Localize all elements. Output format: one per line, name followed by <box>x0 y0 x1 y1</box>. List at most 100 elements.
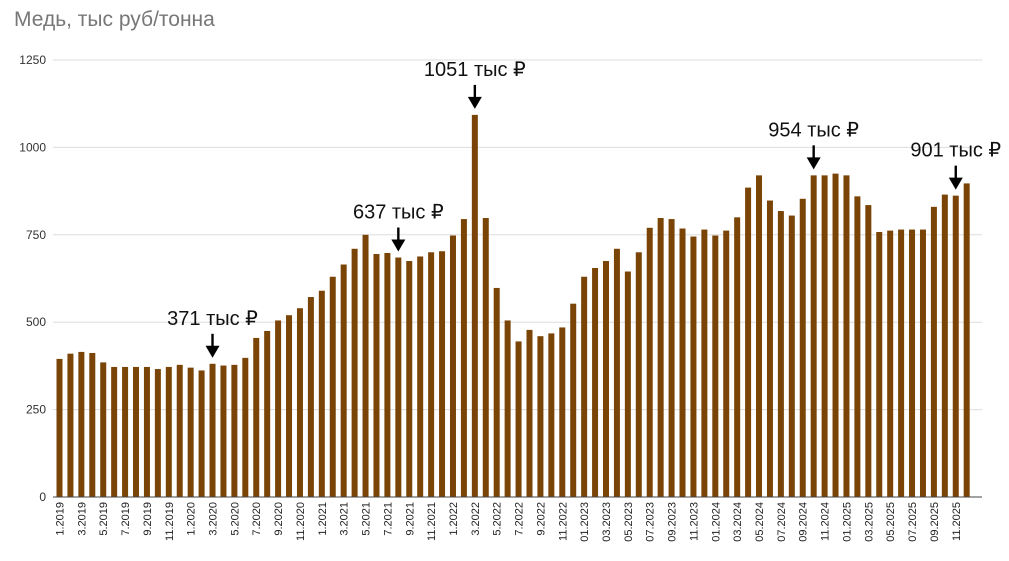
bar <box>701 229 708 497</box>
bar <box>471 114 478 497</box>
x-tick-label: 11.2024 <box>820 502 832 541</box>
bar <box>133 366 140 497</box>
x-tick-label: 7.2019 <box>120 502 132 536</box>
x-tick-label: 11.2019 <box>164 502 176 541</box>
bar <box>635 252 642 497</box>
bar <box>777 211 784 497</box>
x-tick-label: 11.2025 <box>951 502 963 541</box>
bar <box>930 206 937 497</box>
annotation-label: 371 тыс ₽ <box>167 308 258 330</box>
bar <box>362 234 369 498</box>
bar <box>537 336 544 497</box>
x-tick-label: 11.2022 <box>557 502 569 541</box>
y-tick-label: 0 <box>39 490 46 504</box>
x-tick-label: 01.2024 <box>710 502 722 542</box>
bar <box>756 175 763 498</box>
x-axis-tick-labels: 1.2019 3.2019 5.2019 7.2019 9.2019 11.2019 1.2… <box>55 502 963 542</box>
bar <box>351 248 358 497</box>
x-tick-label: 3.2021 <box>339 502 351 536</box>
bar <box>646 227 653 498</box>
bar <box>439 251 446 497</box>
bar <box>592 268 599 497</box>
bar <box>876 232 883 497</box>
bar <box>56 358 63 497</box>
bar <box>624 271 631 497</box>
bar <box>613 248 620 497</box>
bar <box>373 254 380 497</box>
x-tick-label: 07.2023 <box>645 502 657 542</box>
x-tick-label: 5.2019 <box>98 502 110 536</box>
x-tick-label: 3.2022 <box>470 502 482 536</box>
x-tick-label: 9.2021 <box>404 502 416 536</box>
bar <box>548 333 555 497</box>
bar <box>854 196 861 497</box>
bar <box>493 287 500 497</box>
bar <box>307 297 314 497</box>
bar <box>941 194 948 497</box>
y-tick-label: 750 <box>26 228 46 242</box>
y-tick-label: 1250 <box>19 53 46 67</box>
x-tick-label: 7.2020 <box>251 502 263 536</box>
annotation-label: 637 тыс ₽ <box>353 202 444 224</box>
x-tick-label: 3.2019 <box>76 502 88 536</box>
bar <box>668 219 675 497</box>
bar <box>406 261 413 497</box>
bar <box>799 198 806 497</box>
bar <box>143 366 150 497</box>
x-tick-label: 05.2023 <box>623 502 635 542</box>
bar <box>788 215 795 497</box>
bar <box>898 229 905 497</box>
annotation-arrow-icon <box>467 96 482 109</box>
x-tick-label: 1.2022 <box>448 502 460 536</box>
bar <box>384 252 391 497</box>
x-tick-label: 5.2020 <box>229 502 241 536</box>
bar <box>810 175 817 498</box>
bar <box>67 353 74 497</box>
annotation-arrow-icon <box>948 177 963 190</box>
x-tick-label: 05.2024 <box>754 502 766 542</box>
bar <box>296 308 303 497</box>
bars <box>56 114 970 498</box>
bar <box>89 352 96 497</box>
bar <box>657 218 664 497</box>
bar <box>242 357 249 497</box>
x-tick-label: 1.2020 <box>186 502 198 536</box>
bar <box>154 369 161 497</box>
bar <box>581 276 588 497</box>
x-tick-label: 03.2024 <box>732 502 744 542</box>
x-tick-label: 9.2022 <box>535 502 547 536</box>
x-tick-label: 11.2023 <box>688 502 700 541</box>
bar <box>570 303 577 497</box>
bar <box>231 364 238 497</box>
bar <box>329 276 336 497</box>
x-tick-label: 09.2025 <box>929 502 941 542</box>
annotation-label: 1051 тыс ₽ <box>424 59 526 81</box>
x-tick-label: 03.2025 <box>863 502 875 542</box>
bar <box>963 183 970 497</box>
x-tick-label: 07.2024 <box>776 502 788 542</box>
annotation-arrow-icon <box>205 345 220 358</box>
x-tick-label: 11.2020 <box>295 502 307 541</box>
bar <box>253 337 260 497</box>
x-tick-label: 3.2020 <box>208 502 220 536</box>
bar <box>417 256 424 497</box>
bar <box>275 320 282 497</box>
x-tick-label: 07.2025 <box>907 502 919 542</box>
bar <box>428 252 435 497</box>
bar <box>909 229 916 497</box>
x-tick-label: 1.2021 <box>317 502 329 536</box>
bar <box>919 229 926 497</box>
bar <box>603 261 609 497</box>
bar <box>821 175 828 498</box>
x-tick-label: 05.2025 <box>885 502 897 542</box>
bar <box>122 366 129 497</box>
x-tick-label: 11.2021 <box>426 502 438 541</box>
annotations: 371 тыс ₽ 637 тыс ₽ 1051 тыс ₽ 954 тыс ₽ 901… <box>167 59 1001 358</box>
x-tick-label: 9.2020 <box>273 502 285 536</box>
y-tick-label: 500 <box>26 315 46 329</box>
bar <box>559 327 566 497</box>
annotation-arrow-icon <box>391 239 406 252</box>
x-tick-label: 1.2019 <box>55 502 67 536</box>
bar <box>745 187 752 497</box>
